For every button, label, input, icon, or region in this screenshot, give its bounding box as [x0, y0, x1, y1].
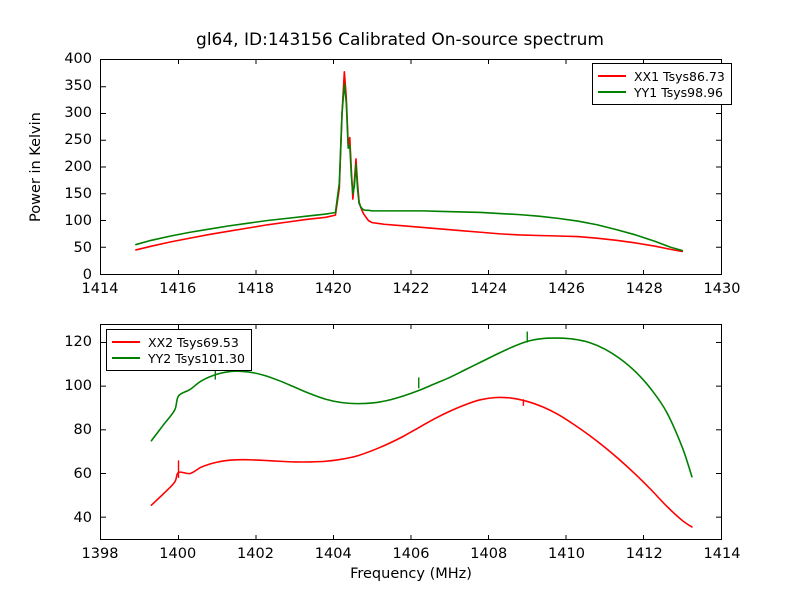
bottom-y-tick-label: 60: [73, 465, 92, 482]
legend-label-xx2: XX2 Tsys69.53: [148, 334, 239, 350]
legend-label-yy1: YY1 Tsys98.96: [634, 84, 723, 100]
bottom-x-tick-label: 1400: [159, 546, 197, 562]
top-panel-legend: XX1 Tsys86.73 YY1 Tsys98.96: [592, 63, 732, 105]
top-y-tick-label: 100: [64, 213, 92, 229]
bottom-panel-plot-area: [101, 325, 721, 539]
bottom-y-tick-label: 100: [64, 377, 92, 394]
bottom-x-tick-label: 1402: [237, 546, 274, 562]
legend-label-yy2: YY2 Tsys101.30: [148, 350, 245, 366]
series-line-xx2: [150, 396, 693, 528]
bottom-x-tick-label: 1412: [625, 546, 663, 562]
top-panel-plot-area: [101, 60, 721, 274]
bottom-panel-legend: XX2 Tsys69.53 YY2 Tsys101.30: [106, 329, 252, 371]
top-x-tick-label: 1428: [625, 281, 663, 297]
legend-swatch-yy1: [598, 91, 626, 93]
legend-item-xx1: XX1 Tsys86.73: [598, 68, 725, 84]
top-y-tick-label: 300: [64, 105, 92, 121]
bottom-x-tick-label: 1406: [392, 546, 430, 562]
top-y-tick-label: 350: [64, 78, 92, 94]
page-title: gl64, ID:143156 Calibrated On-source spe…: [196, 30, 604, 50]
bottom-x-tick-label: 1398: [81, 546, 119, 562]
top-y-tick-label: 150: [64, 186, 92, 202]
legend-label-xx1: XX1 Tsys86.73: [634, 68, 725, 84]
top-panel-y-axis-label: Power in Kelvin: [28, 112, 44, 222]
bottom-y-tick-label: 120: [64, 333, 92, 350]
top-x-tick-label: 1418: [237, 281, 274, 297]
series-line-yy2: [150, 337, 693, 478]
top-x-tick-label: 1422: [392, 281, 430, 297]
top-x-tick-label: 1430: [703, 281, 741, 297]
bottom-x-tick-label: 1414: [703, 546, 741, 562]
legend-item-yy1: YY1 Tsys98.96: [598, 84, 725, 100]
legend-item-yy2: YY2 Tsys101.30: [112, 350, 245, 366]
top-y-tick-label: 50: [73, 240, 92, 256]
top-y-tick-label: 250: [64, 132, 92, 148]
top-x-tick-label: 1424: [470, 281, 508, 297]
legend-swatch-xx2: [112, 341, 140, 343]
series-line-yy1: [135, 83, 684, 252]
bottom-panel-x-axis-label: Frequency (MHz): [350, 566, 472, 582]
bottom-x-tick-label: 1408: [470, 546, 508, 562]
bottom-x-tick-label: 1410: [548, 546, 585, 562]
top-x-tick-label: 1426: [548, 281, 585, 297]
top-y-tick-label: 400: [64, 51, 92, 67]
legend-item-xx2: XX2 Tsys69.53: [112, 334, 245, 350]
bottom-y-tick-label: 40: [73, 509, 92, 526]
top-x-tick-label: 1414: [81, 281, 119, 297]
top-x-tick-label: 1416: [159, 281, 197, 297]
top-x-tick-label: 1420: [314, 281, 352, 297]
bottom-y-tick-label: 80: [73, 421, 92, 438]
top-y-tick-label: 0: [82, 267, 92, 283]
top-y-tick-label: 200: [64, 159, 92, 175]
bottom-x-tick-label: 1404: [314, 546, 352, 562]
legend-swatch-xx1: [598, 75, 626, 77]
legend-swatch-yy2: [112, 357, 140, 359]
